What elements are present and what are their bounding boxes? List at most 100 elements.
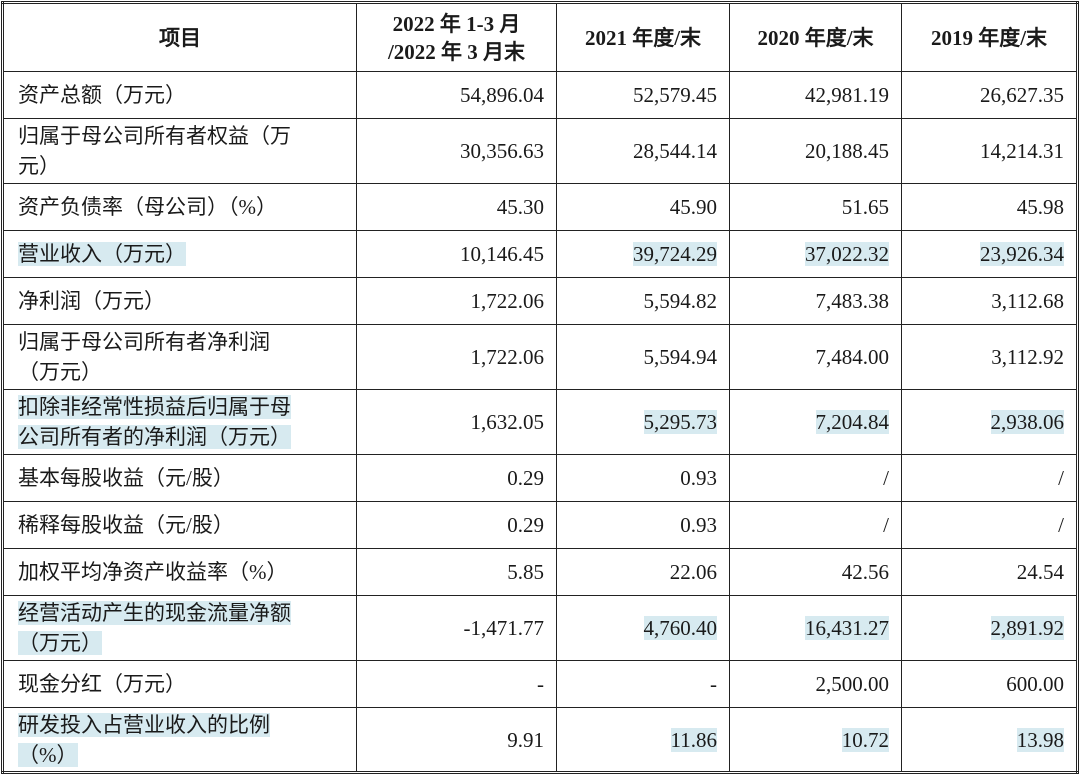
- table-row: 归属于母公司所有者权益（万 元） 30,356.63 28,544.14 20,188…: [2, 118, 1078, 184]
- value-text: 42,981.19: [805, 83, 889, 107]
- row-label-text: 营业收入（万元）: [18, 242, 186, 266]
- value-cell: 1,632.05: [356, 389, 557, 455]
- value-cell: /: [729, 454, 902, 502]
- value-text: -: [537, 672, 544, 696]
- row-label: 归属于母公司所有者净利润 （万元）: [2, 324, 357, 390]
- header-2021: 2021 年度/末: [556, 2, 730, 72]
- value-cell: 4,760.40: [556, 595, 730, 661]
- value-cell: 5,594.82: [556, 277, 730, 325]
- value-cell: 42,981.19: [729, 71, 902, 119]
- table-row: 扣除非经常性损益后归属于母 公司所有者的净利润（万元） 1,632.05 5,295…: [2, 389, 1078, 455]
- value-text: 1,722.06: [470, 345, 545, 369]
- value-text: 30,356.63: [460, 139, 544, 163]
- value-text: 2,500.00: [815, 672, 890, 696]
- row-label-text: 归属于母公司所有者净利润 （万元）: [18, 330, 270, 384]
- value-cell: 0.29: [356, 454, 557, 502]
- value-cell: 1,722.06: [356, 324, 557, 390]
- value-cell: 24.54: [901, 548, 1078, 596]
- header-row: 项目 2022 年 1-3 月 /2022 年 3 月末 2021 年度/末 2…: [2, 2, 1078, 72]
- table-row: 净利润（万元） 1,722.06 5,594.82 7,483.38 3,112.68: [2, 277, 1078, 325]
- table-row: 经营活动产生的现金流量净额 （万元） -1,471.77 4,760.40 16,43…: [2, 595, 1078, 661]
- value-cell: 37,022.32: [729, 230, 902, 278]
- row-label: 加权平均净资产收益率（%）: [2, 548, 357, 596]
- value-cell: 2,938.06: [901, 389, 1078, 455]
- value-text: 0.29: [507, 513, 544, 537]
- value-text: /: [883, 466, 889, 490]
- value-text: 5,594.82: [643, 289, 718, 313]
- table-row: 加权平均净资产收益率（%） 5.85 22.06 42.56 24.54: [2, 548, 1078, 596]
- row-label: 基本每股收益（元/股）: [2, 454, 357, 502]
- value-text: 11.86: [670, 727, 717, 752]
- value-text: 10.72: [841, 727, 889, 752]
- value-text: 9.91: [507, 727, 544, 752]
- value-cell: 42.56: [729, 548, 902, 596]
- value-text: 7,204.84: [815, 410, 889, 434]
- value-text: 39,724.29: [633, 242, 717, 266]
- value-cell: 16,431.27: [729, 595, 902, 661]
- table-row: 营业收入（万元） 10,146.45 39,724.29 37,022.32 23,92…: [2, 230, 1078, 278]
- value-text: /: [1058, 513, 1064, 537]
- value-text: 2,891.92: [990, 616, 1064, 640]
- row-label: 扣除非经常性损益后归属于母 公司所有者的净利润（万元）: [2, 389, 357, 455]
- value-text: 3,112.68: [991, 289, 1064, 313]
- value-text: 14,214.31: [980, 139, 1064, 163]
- row-label-text: 基本每股收益（元/股）: [18, 466, 234, 490]
- value-text: 10,146.45: [460, 242, 544, 266]
- value-cell: 26,627.35: [901, 71, 1078, 119]
- row-label-text: 研发投入占营业收入的比例 （%）: [18, 712, 270, 767]
- value-text: 0.29: [507, 466, 544, 490]
- table-row: 基本每股收益（元/股） 0.29 0.93 / /: [2, 454, 1078, 502]
- value-cell: /: [901, 501, 1078, 549]
- value-text: 22.06: [669, 560, 717, 584]
- value-cell: 2,500.00: [729, 660, 902, 708]
- value-cell: 54,896.04: [356, 71, 557, 119]
- header-2022q1: 2022 年 1-3 月 /2022 年 3 月末: [356, 2, 557, 72]
- value-cell: /: [901, 454, 1078, 502]
- value-text: 24.54: [1016, 560, 1064, 584]
- value-text: 0.93: [680, 466, 717, 490]
- row-label: 净利润（万元）: [2, 277, 357, 325]
- row-label: 现金分红（万元）: [2, 660, 357, 708]
- value-text: 3,112.92: [991, 345, 1064, 369]
- value-cell: 3,112.68: [901, 277, 1078, 325]
- value-text: 7,483.38: [815, 289, 890, 313]
- value-cell: 45.90: [556, 183, 730, 231]
- value-cell: 45.30: [356, 183, 557, 231]
- value-cell: 11.86: [556, 707, 730, 773]
- value-text: 26,627.35: [980, 83, 1064, 107]
- value-text: 4,760.40: [643, 616, 717, 640]
- value-text: 37,022.32: [805, 242, 889, 266]
- value-cell: 7,484.00: [729, 324, 902, 390]
- value-cell: 7,483.38: [729, 277, 902, 325]
- row-label: 研发投入占营业收入的比例 （%）: [2, 707, 357, 773]
- value-text: 45.90: [669, 195, 717, 219]
- value-cell: 10,146.45: [356, 230, 557, 278]
- value-text: 13.98: [1016, 727, 1064, 752]
- value-cell: 28,544.14: [556, 118, 730, 184]
- value-text: /: [1058, 466, 1064, 490]
- table-row: 研发投入占营业收入的比例 （%） 9.91 11.86 10.72 13.98: [2, 707, 1078, 773]
- row-label-text: 资产负债率（母公司）（%）: [18, 195, 277, 219]
- value-text: 1,632.05: [470, 410, 545, 434]
- value-cell: 39,724.29: [556, 230, 730, 278]
- row-label-text: 经营活动产生的现金流量净额 （万元）: [18, 601, 291, 655]
- value-cell: 13.98: [901, 707, 1078, 773]
- row-label-text: 加权平均净资产收益率（%）: [18, 560, 288, 584]
- row-label-text: 稀释每股收益（元/股）: [18, 513, 234, 537]
- table-row: 稀释每股收益（元/股） 0.29 0.93 / /: [2, 501, 1078, 549]
- value-cell: -: [556, 660, 730, 708]
- value-text: 51.65: [841, 195, 889, 219]
- value-cell: 20,188.45: [729, 118, 902, 184]
- table-row: 资产负债率（母公司）（%） 45.30 45.90 51.65 45.98: [2, 183, 1078, 231]
- row-label: 营业收入（万元）: [2, 230, 357, 278]
- row-label: 归属于母公司所有者权益（万 元）: [2, 118, 357, 184]
- value-text: 54,896.04: [460, 83, 544, 107]
- value-text: 600.00: [1006, 672, 1064, 696]
- table-row: 现金分红（万元） - - 2,500.00 600.00: [2, 660, 1078, 708]
- value-text: 20,188.45: [805, 139, 889, 163]
- value-text: 2,938.06: [990, 410, 1064, 434]
- value-text: 7,484.00: [815, 345, 890, 369]
- row-label: 经营活动产生的现金流量净额 （万元）: [2, 595, 357, 661]
- value-text: 42.56: [841, 560, 889, 584]
